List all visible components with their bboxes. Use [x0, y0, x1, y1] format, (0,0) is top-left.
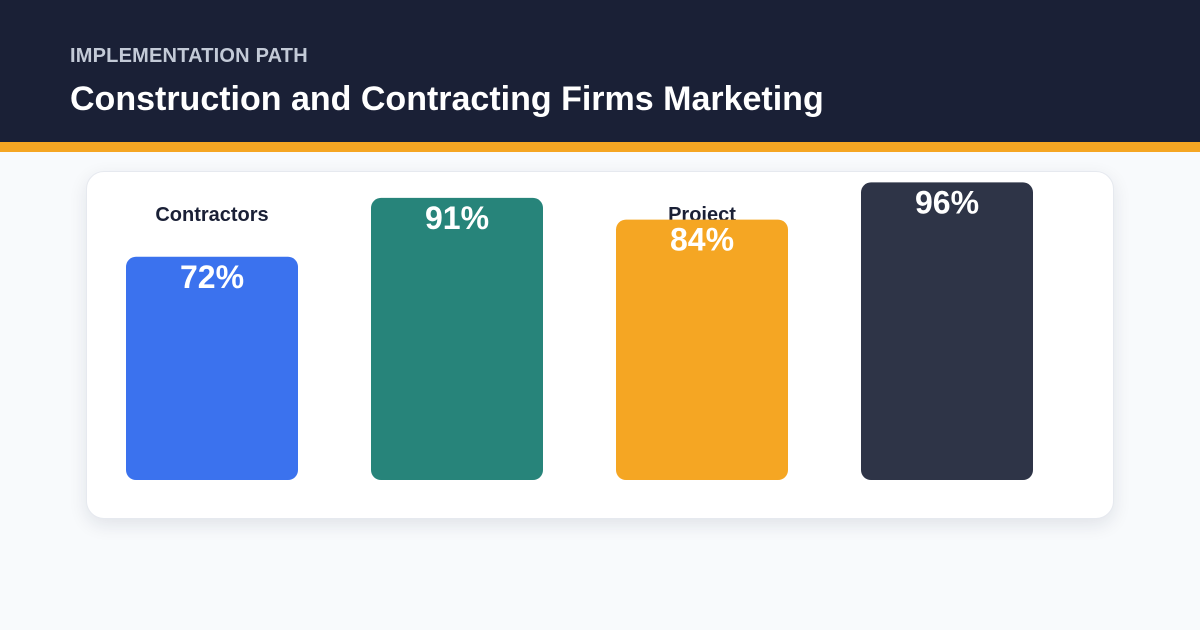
header-banner: IMPLEMENTATION PATH Construction and Con… [0, 0, 1200, 142]
bar-chart: Contractors72%Google91%Project84%Qualifi… [126, 182, 1033, 480]
category-label: Contractors [155, 204, 268, 226]
accent-strip [0, 142, 1200, 152]
value-label: 96% [915, 184, 979, 220]
bar-project [616, 219, 788, 480]
value-label: 91% [425, 200, 489, 236]
value-label: 84% [670, 222, 734, 258]
bar-google [371, 197, 543, 480]
chart-card: Contractors72%Google91%Project84%Qualifi… [86, 171, 1114, 519]
page-title: Construction and Contracting Firms Marke… [70, 80, 824, 118]
bar-contractors [126, 256, 298, 480]
value-label: 72% [180, 259, 244, 295]
bar-qualification [861, 182, 1033, 480]
section-eyebrow: IMPLEMENTATION PATH [70, 45, 308, 67]
